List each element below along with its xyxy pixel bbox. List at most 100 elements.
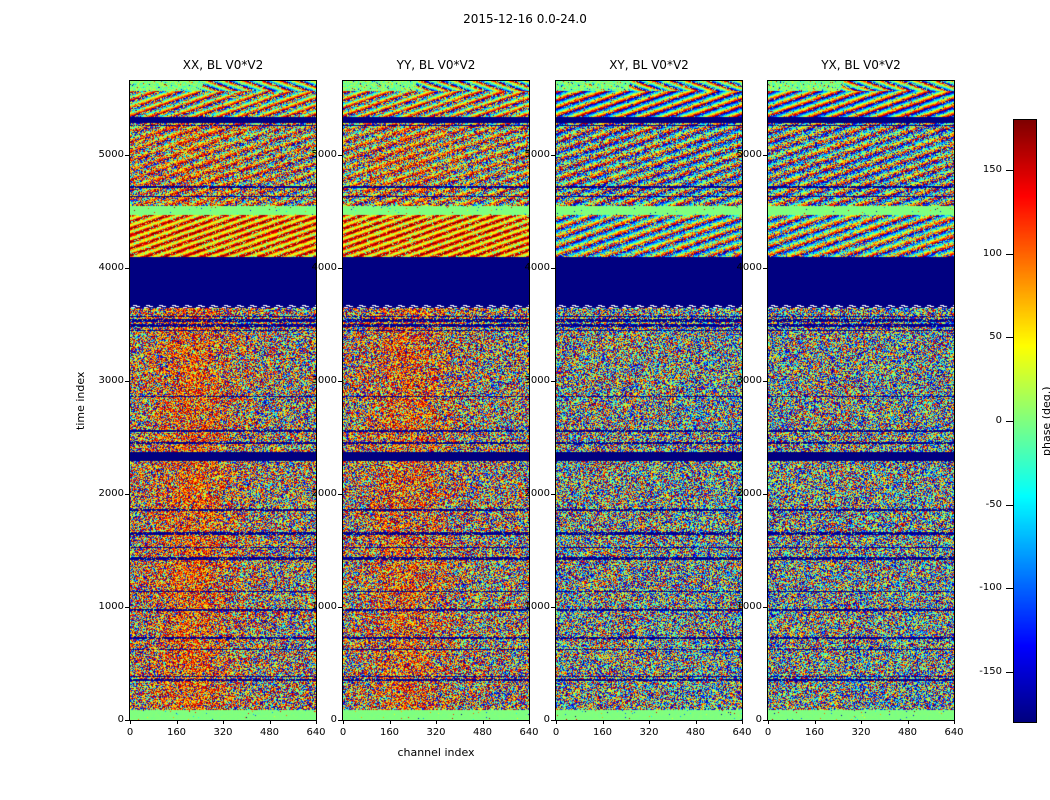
colorbar-tick-label: -50: [985, 498, 1002, 510]
y-tick-mark: [125, 380, 129, 382]
x-tick-label: 320: [426, 727, 446, 738]
x-tick-label: 160: [804, 727, 825, 738]
x-tick-mark: [223, 720, 224, 724]
figure-suptitle: 2015-12-16 0.0-24.0: [463, 12, 587, 26]
x-tick-mark: [861, 720, 862, 724]
y-tick-label: 1000: [311, 600, 337, 612]
colorbar-tick-label: 50: [989, 331, 1002, 343]
y-tick-label: 5000: [98, 148, 124, 160]
y-tick-mark: [125, 493, 129, 495]
x-tick-label: 0: [764, 727, 772, 738]
y-tick-mark: [551, 154, 555, 156]
x-tick-label: 160: [379, 727, 400, 738]
y-tick-mark: [338, 606, 342, 608]
panel-title-yy: YY, BL V0*V2: [396, 58, 476, 72]
x-tick-mark: [556, 720, 557, 724]
y-tick-label: 5000: [524, 148, 550, 160]
x-tick-label: 0: [552, 727, 560, 738]
x-tick-mark: [176, 720, 178, 724]
x-tick-mark: [907, 720, 909, 724]
x-tick-label: 320: [851, 727, 871, 738]
x-tick-mark: [316, 720, 317, 724]
y-tick-label: 5000: [311, 148, 337, 160]
x-tick-label: 480: [472, 727, 493, 738]
y-axis-label: time index: [74, 371, 87, 430]
x-tick-label: 640: [732, 727, 752, 738]
x-tick-mark: [269, 720, 271, 724]
panel-axes-xy: [555, 80, 743, 721]
y-tick-label: 4000: [736, 261, 762, 273]
x-tick-mark: [130, 720, 131, 724]
heatmap-xx: [130, 81, 316, 720]
x-tick-mark: [768, 720, 769, 724]
y-tick-mark: [551, 267, 555, 269]
y-tick-mark: [338, 154, 342, 156]
panel-title-xy: XY, BL V0*V2: [609, 58, 689, 72]
y-tick-label: 1000: [98, 600, 124, 612]
y-tick-mark: [125, 154, 129, 156]
x-tick-mark: [389, 720, 391, 724]
colorbar-tick-label: 0: [995, 415, 1002, 426]
x-tick-label: 480: [259, 727, 280, 738]
colorbar-tick-mark: [1006, 671, 1013, 673]
y-tick-label: 3000: [311, 374, 337, 386]
y-tick-mark: [551, 493, 555, 495]
x-tick-label: 0: [126, 727, 134, 738]
y-tick-label: 3000: [736, 374, 762, 386]
y-tick-label: 4000: [98, 261, 124, 273]
x-tick-mark: [602, 720, 604, 724]
y-tick-mark: [551, 720, 555, 721]
x-tick-mark: [742, 720, 743, 724]
y-tick-label: 1000: [524, 600, 550, 612]
colorbar-label: phase (deg.): [1040, 386, 1050, 456]
y-tick-mark: [338, 493, 342, 495]
y-tick-mark: [551, 380, 555, 382]
x-tick-mark: [343, 720, 344, 724]
colorbar-tick-label: 150: [982, 164, 1002, 176]
x-tick-mark: [482, 720, 484, 724]
colorbar-tick-mark: [1006, 421, 1013, 422]
y-tick-label: 3000: [98, 374, 124, 386]
y-tick-mark: [763, 493, 767, 495]
colorbar-tick-label: -100: [979, 582, 1002, 594]
panel-title-xx: XX, BL V0*V2: [182, 58, 264, 72]
x-tick-label: 320: [213, 727, 233, 738]
y-tick-mark: [763, 267, 767, 269]
colorbar-tick-mark: [1006, 588, 1013, 590]
y-tick-label: 0: [117, 714, 124, 725]
x-tick-mark: [436, 720, 437, 724]
y-tick-mark: [763, 154, 767, 156]
x-tick-mark: [954, 720, 955, 724]
panel-title-yx: YX, BL V0*V2: [821, 58, 901, 72]
y-tick-mark: [763, 380, 767, 382]
x-tick-label: 640: [306, 727, 326, 738]
colorbar-tick-mark: [1006, 170, 1013, 172]
y-tick-label: 2000: [736, 487, 762, 499]
y-tick-label: 2000: [524, 487, 550, 499]
x-tick-mark: [695, 720, 697, 724]
x-tick-mark: [529, 720, 530, 724]
y-tick-mark: [125, 720, 129, 721]
y-tick-mark: [338, 267, 342, 269]
y-tick-mark: [125, 606, 129, 608]
y-tick-mark: [763, 720, 767, 721]
colorbar: [1013, 119, 1037, 723]
y-tick-label: 0: [755, 714, 762, 725]
x-tick-label: 480: [897, 727, 918, 738]
y-tick-label: 4000: [524, 261, 550, 273]
x-tick-mark: [649, 720, 650, 724]
y-tick-label: 3000: [524, 374, 550, 386]
x-tick-label: 640: [944, 727, 964, 738]
y-tick-label: 0: [330, 714, 337, 725]
y-tick-label: 2000: [311, 487, 337, 499]
x-axis-label: channel index: [397, 746, 475, 759]
colorbar-tick-mark: [1006, 337, 1013, 339]
x-tick-label: 160: [592, 727, 613, 738]
y-tick-label: 2000: [98, 487, 124, 499]
colorbar-tick-mark: [1006, 504, 1013, 506]
y-tick-label: 0: [543, 714, 550, 725]
heatmap-yx: [768, 81, 954, 720]
x-tick-label: 480: [685, 727, 706, 738]
colorbar-tick-label: -150: [979, 665, 1002, 677]
